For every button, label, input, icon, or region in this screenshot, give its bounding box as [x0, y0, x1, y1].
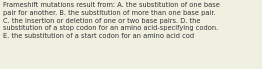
Text: Frameshift mutations result from: A. the substitution of one base
pair for anoth: Frameshift mutations result from: A. the…	[3, 2, 220, 39]
